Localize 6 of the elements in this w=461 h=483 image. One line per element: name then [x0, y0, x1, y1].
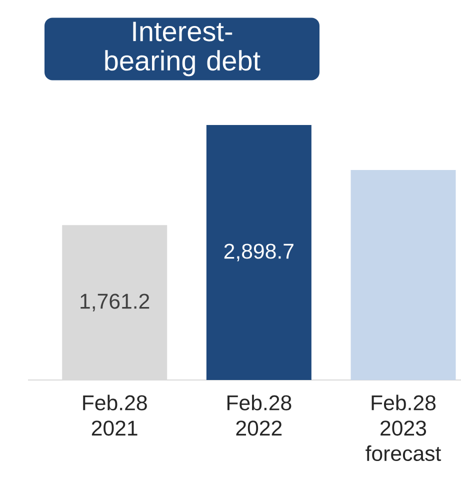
x-tick-label: Feb.28 2023 forecast: [366, 394, 442, 462]
x-tick-label: Feb.28 2021: [83, 394, 147, 436]
data-label: 2,898.7: [224, 244, 294, 262]
data-label: 1,761.2: [80, 294, 150, 312]
x-tick-label: Feb.28 2022: [227, 394, 292, 436]
chart-title: Interest-bearing debt: [105, 22, 260, 76]
